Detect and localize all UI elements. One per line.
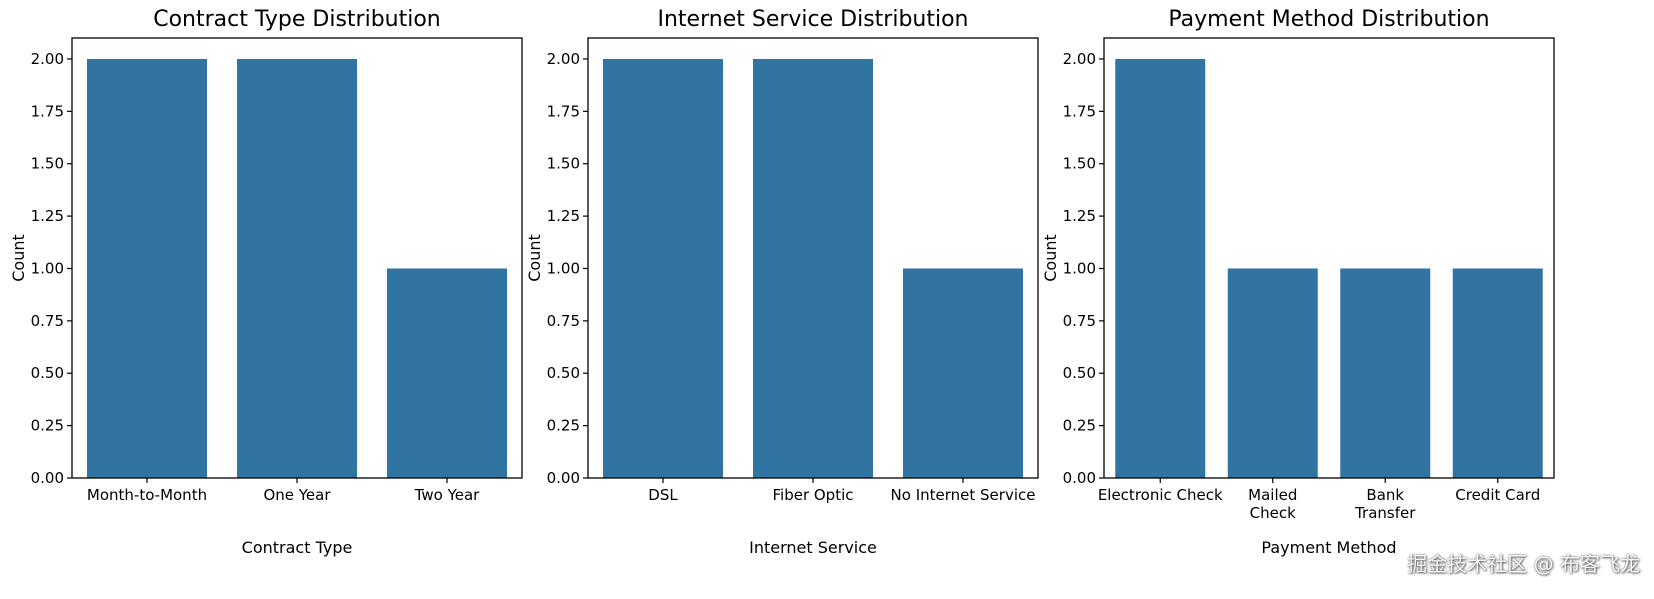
bar-month-to-month — [87, 58, 207, 478]
y-tick-label: 1.00 — [547, 259, 580, 277]
x-axis-label: Contract Type — [242, 538, 353, 557]
y-tick-label: 1.25 — [1063, 207, 1096, 225]
bar-fiber-optic — [753, 58, 873, 478]
y-tick-label: 0.75 — [547, 312, 580, 330]
chart-title: Internet Service Distribution — [658, 7, 969, 32]
y-tick-label: 0.50 — [31, 364, 64, 382]
x-tick-label-line: Month-to-Month — [87, 486, 207, 504]
bar-mailed-check — [1227, 268, 1318, 478]
y-axis-label: Count — [9, 234, 28, 282]
y-tick-label: 0.00 — [31, 469, 64, 487]
chart-panel-internet-service-distribution: 0.00 0.25 0.50 0.75 1.00 1.25 1.50 1.75 2.00 DSL F… — [525, 7, 1039, 557]
x-tick-label-line: Electronic Check — [1098, 486, 1223, 504]
y-tick-label: 0.25 — [31, 417, 64, 435]
x-tick-label-two-year: Two Year — [414, 486, 480, 504]
x-tick-label-line: Credit Card — [1455, 486, 1540, 504]
bar-bank-transfer — [1340, 268, 1431, 478]
x-tick-label-one-year: One Year — [263, 486, 331, 504]
x-tick-label-month-to-month: Month-to-Month — [87, 486, 207, 504]
x-tick-label-line: Two Year — [414, 486, 480, 504]
x-axis-label: Payment Method — [1261, 538, 1396, 557]
bar-one-year — [237, 58, 357, 478]
x-tick-label-mailed-check: Mailed Check — [1248, 486, 1297, 522]
y-tick-label: 1.50 — [31, 155, 64, 173]
bar-two-year — [387, 268, 507, 478]
y-tick-label: 1.00 — [31, 259, 64, 277]
x-tick-label-line: Bank — [1366, 486, 1404, 504]
y-tick-label: 0.25 — [1063, 417, 1096, 435]
bar-electronic-check — [1115, 58, 1206, 478]
y-tick-label: 1.50 — [547, 155, 580, 173]
chart-panel-payment-method-distribution: 0.00 0.25 0.50 0.75 1.00 1.25 1.50 1.75 2.00 Elec… — [1041, 7, 1555, 557]
axes-frame — [1103, 37, 1555, 479]
x-tick-label-no-internet-service: No Internet Service — [891, 486, 1036, 504]
x-tick-label-line: One Year — [263, 486, 331, 504]
y-tick-label: 0.50 — [1063, 364, 1096, 382]
y-tick-label: 1.25 — [547, 207, 580, 225]
x-tick-label-line: Mailed — [1248, 486, 1297, 504]
y-tick-label: 1.50 — [1063, 155, 1096, 173]
y-tick-label: 1.25 — [31, 207, 64, 225]
y-tick-label: 2.00 — [1063, 50, 1096, 68]
bar-no-internet-service — [903, 268, 1023, 478]
y-tick-label: 2.00 — [547, 50, 580, 68]
chart-title: Contract Type Distribution — [153, 7, 441, 32]
y-tick-label: 1.75 — [31, 102, 64, 120]
chart-title: Payment Method Distribution — [1168, 7, 1489, 32]
x-tick-label-dsl: DSL — [648, 486, 678, 504]
x-tick-label-bank-transfer: Bank Transfer — [1354, 486, 1416, 522]
x-tick-label-line: No Internet Service — [891, 486, 1036, 504]
x-axis-label: Internet Service — [749, 538, 877, 557]
y-tick-label: 0.00 — [547, 469, 580, 487]
x-tick-label-line: Check — [1250, 504, 1296, 522]
x-tick-label-electronic-check: Electronic Check — [1098, 486, 1223, 504]
y-tick-label: 1.75 — [547, 102, 580, 120]
y-axis-label: Count — [1041, 234, 1060, 282]
x-tick-label-line: DSL — [648, 486, 678, 504]
y-tick-label: 0.50 — [547, 364, 580, 382]
bar-dsl — [603, 58, 723, 478]
x-tick-label-line: Transfer — [1354, 504, 1416, 522]
y-tick-label: 0.25 — [547, 417, 580, 435]
x-tick-label-line: Fiber Optic — [772, 486, 853, 504]
y-tick-label: 0.00 — [1063, 469, 1096, 487]
y-tick-label: 1.00 — [1063, 259, 1096, 277]
y-tick-label: 0.75 — [1063, 312, 1096, 330]
y-tick-label: 0.75 — [31, 312, 64, 330]
chart-panel-contract-type-distribution: 0.00 0.25 0.50 0.75 1.00 1.25 1.50 1.75 2.00 Mont… — [9, 7, 523, 557]
y-axis-label: Count — [525, 234, 544, 282]
x-tick-label-fiber-optic: Fiber Optic — [772, 486, 853, 504]
x-tick-label-credit-card: Credit Card — [1455, 486, 1540, 504]
bar-credit-card — [1452, 268, 1543, 478]
watermark-text: 掘金技术社区 @ 布客飞龙 — [1407, 552, 1640, 576]
y-tick-label: 1.75 — [1063, 102, 1096, 120]
y-tick-label: 2.00 — [31, 50, 64, 68]
